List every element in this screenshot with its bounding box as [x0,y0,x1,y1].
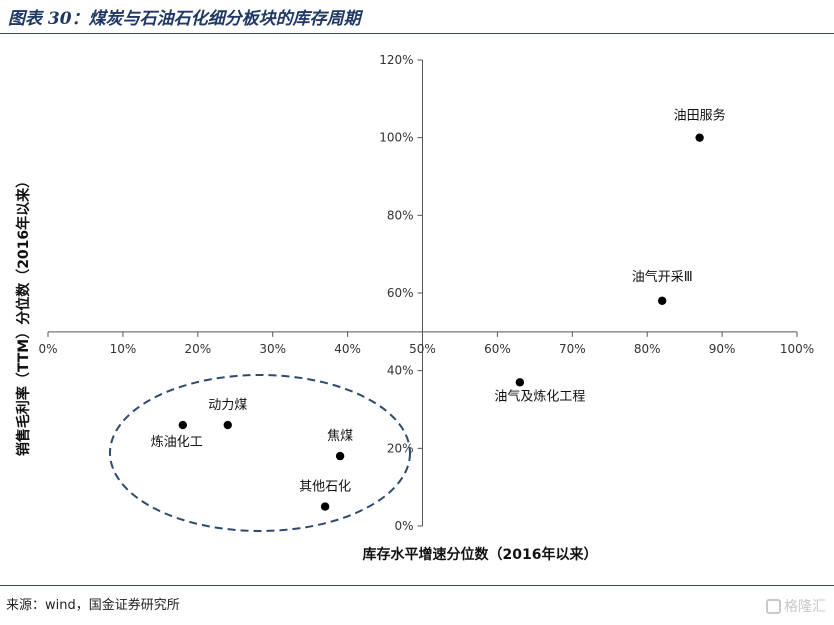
x-tick-label: 80% [634,342,661,356]
data-point-label: 油气开采Ⅲ [632,269,693,285]
footer-rule [0,585,834,586]
watermark: 格隆汇 [766,596,826,616]
x-tick-label: 30% [259,342,286,356]
watermark-text: 格隆汇 [784,599,826,615]
x-tick-label: 40% [334,342,361,356]
data-point [178,420,188,430]
x-tick-label: 70% [559,342,586,356]
y-tick-label: 40% [387,364,414,378]
data-point-label: 油气及炼化工程 [494,388,585,404]
x-tick-label: 10% [110,342,137,356]
y-tick-label: 120% [379,53,413,67]
scatter-chart: 0% 10% 20% 30% 40% 50% 60% 70% 80% 90% 100% 0% 20% 40… [15,53,814,563]
source-note: 来源：wind，国金证券研究所 [6,598,180,613]
y-tick-label: 0% [394,519,413,533]
y-axis-title: 销售毛利率（TTM）分位数（2016年以来） [15,174,32,456]
data-point-label: 油田服务 [674,108,726,124]
title-rule [0,33,834,34]
y-tick-label: 20% [387,441,414,455]
data-point [515,378,525,387]
data-point-label: 其他石化 [299,480,351,495]
x-tick-label: 100% [780,342,814,356]
x-tick-label: 0% [38,342,57,356]
coal-cluster-ellipse [109,374,411,532]
y-tick-label: 60% [387,286,414,300]
data-point [657,296,667,305]
data-point-label: 焦煤 [327,429,353,444]
x-axis-title: 库存水平增速分位数（2016年以来） [363,546,598,563]
watermark-logo-icon [766,598,781,614]
figure-title: 图表 30：煤炭与石油石化细分板块的库存周期 [8,9,361,29]
y-tick-label: 80% [387,208,414,222]
x-tick-label: 90% [709,342,736,356]
data-point-label: 动力煤 [208,398,247,413]
data-point [695,133,704,142]
data-point [223,420,232,430]
x-tick-label: 20% [184,342,211,356]
data-point-label: 炼油化工 [151,435,203,450]
data-point [335,451,345,461]
data-point [320,502,330,511]
x-tick-label: 50% [409,342,436,356]
y-tick-label: 100% [379,131,413,145]
x-tick-label: 60% [484,342,511,356]
